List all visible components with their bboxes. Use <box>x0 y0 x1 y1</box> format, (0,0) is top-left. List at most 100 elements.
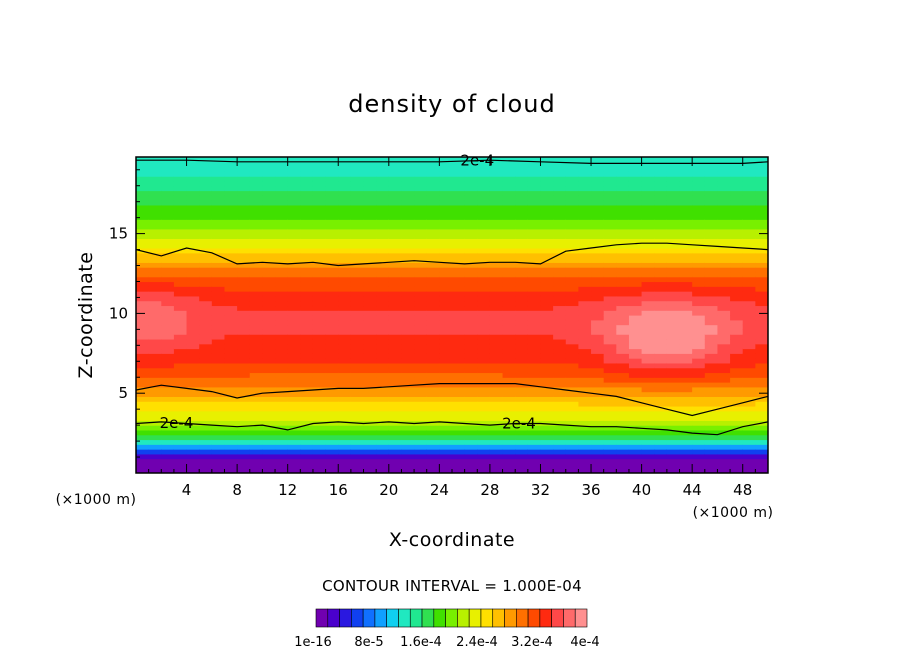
colorbar-swatch <box>315 608 329 628</box>
density-cell <box>452 329 466 335</box>
density-cell <box>730 429 744 436</box>
density-cell <box>591 300 605 307</box>
density-cell <box>502 415 516 421</box>
density-cell <box>388 257 403 263</box>
density-cell <box>540 458 554 465</box>
density-cell <box>692 243 706 249</box>
density-cell <box>173 324 188 330</box>
density-cell <box>730 267 744 273</box>
contour-line <box>136 242 768 267</box>
density-cell <box>325 195 339 201</box>
density-cell <box>414 195 428 201</box>
density-cell <box>515 324 529 330</box>
density-cell <box>401 180 415 187</box>
density-cell <box>489 286 504 292</box>
density-cell <box>401 449 415 455</box>
density-cell <box>527 315 542 321</box>
y-axis-title: Z-coordinate <box>75 252 97 379</box>
density-cell <box>262 429 276 436</box>
density-cell <box>641 348 655 354</box>
density-cell <box>527 396 542 402</box>
density-cell <box>679 348 693 354</box>
x-tick-label: 20 <box>379 481 398 499</box>
density-cell <box>249 257 263 263</box>
density-cell <box>439 305 453 311</box>
density-cell <box>312 271 327 278</box>
density-cell <box>603 262 617 268</box>
density-cell <box>211 329 226 335</box>
density-cell <box>363 334 377 340</box>
density-cell <box>641 286 655 292</box>
density-cell <box>553 228 567 235</box>
density-cell <box>338 286 352 292</box>
density-cell <box>742 185 756 192</box>
density-cell <box>325 219 339 225</box>
density-cell <box>376 252 390 259</box>
density-cell <box>616 319 630 326</box>
density-cell <box>578 166 592 172</box>
density-cell <box>237 262 251 268</box>
density-cell <box>603 185 617 192</box>
density-cell <box>388 262 403 268</box>
density-cell <box>553 382 567 388</box>
density-cell <box>312 396 327 402</box>
density-cell <box>515 176 529 182</box>
density-cell <box>452 377 466 383</box>
density-cell <box>679 161 693 168</box>
density-cell <box>325 180 339 187</box>
density-cell <box>237 348 251 354</box>
density-cell <box>350 305 365 311</box>
density-cell <box>173 200 188 206</box>
density-cell <box>325 305 339 311</box>
density-cell <box>199 310 213 316</box>
density-cell <box>591 439 605 445</box>
density-cell <box>186 295 200 302</box>
density-cell <box>401 343 415 350</box>
density-cell <box>148 305 162 311</box>
density-cell <box>186 247 200 254</box>
density-cell <box>477 453 491 460</box>
density-cell <box>717 468 731 473</box>
density-cell <box>502 247 516 254</box>
density-cell <box>679 157 693 163</box>
density-cell <box>742 286 756 292</box>
density-cell <box>591 324 605 330</box>
density-cell <box>515 271 529 278</box>
density-cell <box>666 429 681 436</box>
density-cell <box>262 334 276 340</box>
density-cell <box>300 362 314 369</box>
density-cell <box>173 367 188 374</box>
density-cell <box>628 243 643 249</box>
density-cell <box>287 348 301 354</box>
density-cell <box>350 439 365 445</box>
density-cell <box>502 329 516 335</box>
density-cell <box>591 262 605 268</box>
density-cell <box>275 300 289 307</box>
density-cell <box>237 257 251 263</box>
density-cell <box>300 463 314 469</box>
density-cell <box>388 233 403 239</box>
density-cell <box>742 176 756 182</box>
density-cell <box>237 219 251 225</box>
density-field <box>136 157 768 473</box>
density-cell <box>755 463 768 469</box>
density-cell <box>553 429 567 436</box>
density-cell <box>553 238 567 244</box>
density-cell <box>136 228 150 235</box>
density-cell <box>502 300 516 307</box>
density-cell <box>527 224 542 230</box>
density-cell <box>161 410 175 417</box>
density-cell <box>287 209 301 216</box>
density-cell <box>515 334 529 340</box>
density-cell <box>742 458 756 465</box>
density-cell <box>603 338 617 345</box>
density-cell <box>489 281 504 287</box>
density-cell <box>565 425 579 431</box>
density-cell <box>565 372 579 378</box>
density-cell <box>628 295 643 302</box>
density-cell <box>628 204 643 211</box>
density-cell <box>439 358 453 364</box>
density-cell <box>439 367 453 374</box>
density-cell <box>376 338 390 345</box>
density-cell <box>616 276 630 283</box>
